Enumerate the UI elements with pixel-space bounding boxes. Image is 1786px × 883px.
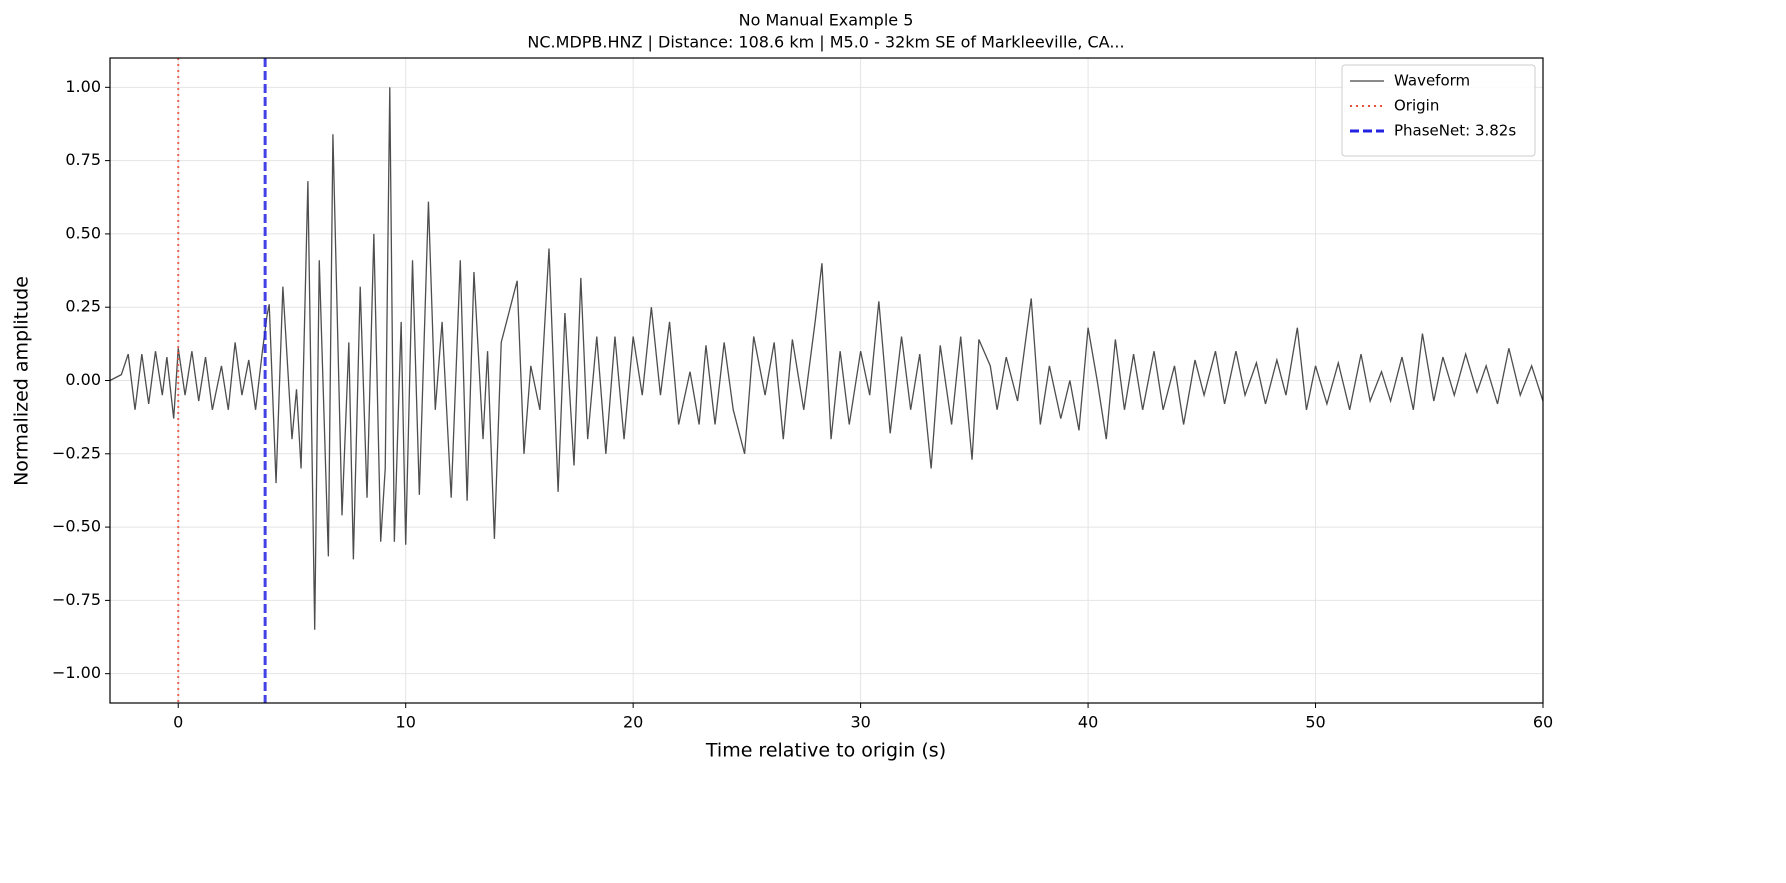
- x-tick-label: 50: [1305, 713, 1325, 732]
- waveform-line: [109, 87, 1544, 630]
- chart-subtitle: NC.MDPB.HNZ | Distance: 108.6 km | M5.0 …: [527, 33, 1124, 52]
- y-tick-label: −0.25: [52, 443, 101, 462]
- legend: Waveform Origin PhaseNet: 3.82s: [1341, 64, 1536, 157]
- x-tick-label: 10: [396, 713, 416, 732]
- y-tick-label: 0.75: [65, 150, 101, 169]
- y-tick-label: 0.25: [65, 297, 101, 316]
- legend-label: Waveform: [1394, 72, 1470, 90]
- plot-frame: [109, 57, 1544, 704]
- y-tick-label: −0.75: [52, 590, 101, 609]
- y-axis-label: Normalized amplitude: [11, 276, 33, 486]
- y-tick-label: −1.00: [52, 663, 101, 682]
- x-tick-label: 30: [850, 713, 870, 732]
- x-tick-label: 0: [173, 713, 183, 732]
- chart-title: No Manual Example 5: [739, 11, 914, 30]
- legend-box: [1341, 64, 1536, 157]
- x-tick-label: 20: [623, 713, 643, 732]
- legend-label: Origin: [1394, 97, 1439, 115]
- x-tick-label: 40: [1078, 713, 1098, 732]
- y-tick-label: 0.50: [65, 223, 101, 242]
- x-tick-label: 60: [1533, 713, 1553, 732]
- legend-label: PhaseNet: 3.82s: [1394, 122, 1516, 140]
- x-axis-label: Time relative to origin (s): [705, 740, 946, 762]
- y-tick-label: 1.00: [65, 77, 101, 96]
- y-tick-label: 0.00: [65, 370, 101, 389]
- y-tick-label: −0.50: [52, 517, 101, 536]
